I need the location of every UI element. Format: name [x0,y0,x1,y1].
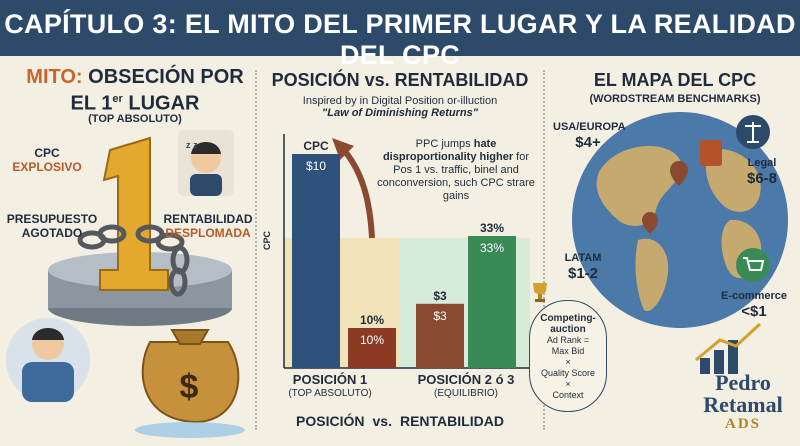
myth-title-line2b: LUGAR [128,92,200,115]
brand-line2: Retamal [703,392,783,417]
cpc-explosive-label: CPC EXPLOSIVO [12,146,82,174]
building-icon [700,140,722,166]
myth-subtitle: (TOP ABSOLUTO) [88,113,182,125]
formula-line6: Context [552,390,584,400]
formula-line5: × [565,379,571,389]
note-post: for Pos 1 vs. traffic, binel and conconv… [377,151,535,202]
conversion-bar-label: 33% [480,221,504,235]
brand-line3: ADS [724,416,761,432]
footer-left: POSICIÓN [296,413,365,429]
map-subtitle: (WORDSTREAM BENCHMARKS) [589,93,761,105]
dollar-sign: $ [180,368,199,406]
pos1-title: POSICIÓN 1 [292,372,368,387]
myth-title: MITO: OBSECIÓN POR EL 1er LUGAR [20,66,250,115]
pos1-subtitle: (TOP ABSOLUTO) [288,388,372,399]
region-latam-value: $1-2 [567,265,599,282]
conversion-bar-value: 33% [480,241,504,255]
money-bag-icon: $ [135,329,245,438]
region-legal-value: $6-8 [746,170,778,187]
brand-logo: Pedro Retamal ADS [688,370,798,433]
position-footer: POSICIÓN vs. RENTABILIDAD [262,413,538,429]
sleep-symbol: z z [186,140,198,150]
divider-right [543,70,545,430]
position-law: "Law of Diminishing Returns" [322,107,478,119]
cart-lines [743,257,765,271]
pos23-subtitle: (EQUILIBRIO) [434,388,498,399]
conversion-bar-label: 10% [360,313,384,327]
region-legal: Legal $6-8 [730,157,794,187]
sad-person-icon [6,318,90,402]
myth-title-sup: er [112,93,123,105]
globe-illustration [572,112,788,374]
region-usa-name: USA/EUROPA [553,121,626,133]
region-usa-value: $4+ [575,134,601,151]
continent-south-america [635,238,669,312]
rising-arrow [339,145,375,239]
cart-icon [736,248,770,282]
region-legal-name: Legal [747,157,777,169]
continent-north-america [596,146,682,226]
cpc-label-line2: EXPLOSIVO [12,160,82,174]
region-usa-europe: USA/EUROPA $4+ [553,121,626,151]
map-title: EL MAPA DEL CPC [593,70,757,90]
formula-line1: Ad Rank = [546,335,590,345]
worried-person-icon: z z [178,130,234,196]
footer-vs: vs. [372,413,392,429]
budget-label-line1: PRESUPUESTO [6,212,98,226]
formula-title2: auction [550,324,586,335]
profit-label-line1: RENTABILIDAD [163,212,253,226]
brand-line1: Pedro [715,370,771,395]
region-ecom-name: E-commerce [720,290,788,302]
budget-label-line2: AGOTADO [21,226,83,240]
cpc-bar [416,303,464,368]
myth-title-line2a: EL 1 [70,92,113,115]
region-latam-name: LATAM [564,252,602,264]
formula-line3: × [565,357,571,367]
myth-title-accent: MITO: [26,66,83,88]
position-subtitle: Inspired by in Digital Position or-illuc… [302,95,498,107]
conversion-bar [348,328,396,368]
ppc-note: PPC jumps hate disproportionality higher… [376,138,536,203]
scale-lines [745,122,761,143]
cpc-bar-label: CPC [303,139,329,153]
position-chart: CPC $10 10% 10% $3 $3 33% 33% [283,134,530,369]
profit-label-line2: DESPLOMADA [165,226,251,240]
conversion-bar [468,236,516,368]
pos23-title: POSICIÓN 2 ó 3 [417,372,515,387]
ad-rank-formula: Competing- auction Ad Rank = Max Bid × Q… [529,300,607,412]
map-pin-icon [642,161,688,234]
growth-chart-icon [695,322,762,374]
trophy-icon [533,283,547,302]
cpc-bar-label: $3 [433,289,447,303]
header-bar: CAPÍTULO 3: EL MITO DEL PRIMER LUGAR Y L… [0,0,800,70]
footer-right: RENTABILIDAD [399,413,504,429]
formula-title1: Competing- [540,313,596,324]
cpc-bar-value: $10 [306,159,326,173]
position-title: POSICIÓN vs. RENTABILIDAD [271,70,529,90]
cpc-label-line1: CPC [34,146,60,160]
divider-left [255,70,257,430]
formula-line2: Max Bid [551,346,585,356]
formula-line4: Quality Score [540,368,596,378]
note-bold: hate disproportionality higher [382,138,514,163]
chain-icon [77,224,190,297]
region-ecommerce: E-commerce <$1 [712,290,796,320]
page-title: CAPÍTULO 3: EL MITO DEL PRIMER LUGAR Y L… [4,9,796,70]
conversion-bar-value: 10% [360,333,384,347]
note-pre: PPC jumps [415,138,474,150]
myth-illustration: $ z z [6,130,245,438]
cpc-bar-value: $3 [433,309,447,323]
region-ecom-value: <$1 [741,303,767,320]
arrow-head-icon [332,138,354,160]
myth-title-rest: OBSECIÓN POR [88,66,244,88]
region-latam: LATAM $1-2 [553,252,613,282]
cpc-bar [292,154,340,368]
budget-depleted-label: PRESUPUESTO AGOTADO [4,212,100,240]
profit-collapsed-label: RENTABILIDAD DESPLOMADA [160,212,256,240]
